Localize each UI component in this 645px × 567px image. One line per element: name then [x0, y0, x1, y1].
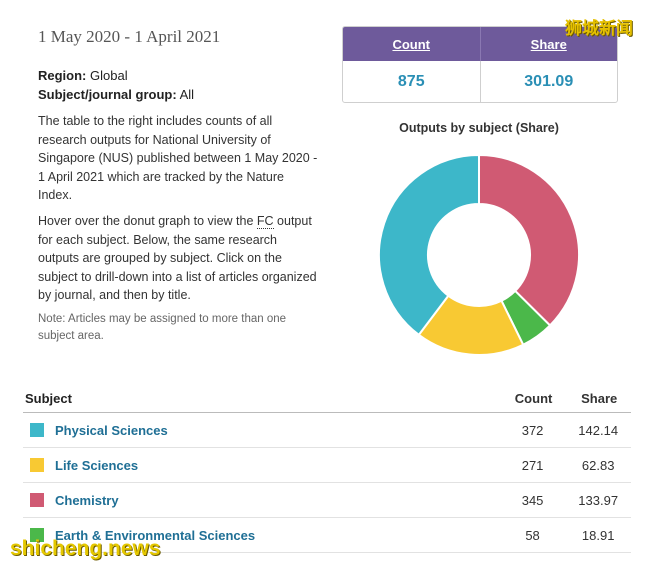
table-row: Physical Sciences 372 142.14: [23, 412, 631, 448]
donut-chart[interactable]: [378, 154, 580, 356]
count-header-link[interactable]: Count: [343, 27, 481, 61]
region-line: Region: Global: [38, 66, 194, 85]
chart-title: Outputs by subject (Share): [399, 121, 559, 135]
group-label: Subject/journal group:: [38, 87, 177, 102]
note-text: Note: Articles may be assigned to more t…: [38, 313, 287, 342]
donut-slice-physical-sciences[interactable]: [378, 154, 480, 337]
subject-color-swatch: [30, 493, 44, 507]
summary-values: 875 301.09: [343, 61, 617, 102]
watermark-top: 狮城新闻: [565, 19, 633, 38]
share-cell: 142.14: [565, 412, 631, 448]
hint-text-before: Hover over the donut graph to view the: [38, 214, 257, 228]
watermark-bottom: shicheng.news: [10, 537, 161, 560]
share-cell: 62.83: [565, 447, 631, 483]
share-column-header: Share: [565, 385, 631, 413]
group-line: Subject/journal group: All: [38, 85, 194, 104]
subject-column-header: Subject: [23, 385, 500, 413]
share-header-link[interactable]: Share: [530, 36, 567, 52]
count-cell: 58: [499, 517, 566, 553]
donut-slice-chemistry[interactable]: [478, 154, 580, 327]
count-cell: 345: [499, 482, 566, 518]
filters-info: Region: Global Subject/journal group: Al…: [38, 66, 194, 104]
subject-link-chemistry[interactable]: Chemistry: [55, 492, 119, 508]
table-header-row: Subject Count Share: [23, 385, 631, 413]
group-value: All: [179, 87, 195, 102]
donut-hint-paragraph: Hover over the donut graph to view the F…: [38, 212, 318, 305]
subject-color-swatch: [30, 423, 44, 437]
subjects-table: Subject Count Share Physical Sciences 37…: [23, 385, 631, 553]
table-row: Chemistry 345 133.97: [23, 482, 631, 518]
total-count-value: 875: [343, 61, 481, 102]
share-cell: 133.97: [565, 482, 631, 518]
total-share-value: 301.09: [524, 72, 574, 90]
summary-header: Count Share: [343, 27, 617, 61]
fc-abbreviation: FC: [256, 214, 274, 229]
count-cell: 271: [499, 447, 566, 483]
summary-table: Count Share 875 301.09: [342, 26, 618, 103]
subject-link-life-sciences[interactable]: Life Sciences: [55, 457, 139, 473]
subject-link-physical-sciences[interactable]: Physical Sciences: [55, 422, 168, 438]
table-row: Life Sciences 271 62.83: [23, 447, 631, 483]
subject-color-swatch: [30, 458, 44, 472]
count-column-header: Count: [499, 385, 566, 413]
count-cell: 372: [499, 412, 566, 448]
region-label: Region:: [38, 68, 87, 83]
date-range: 1 May 2020 - 1 April 2021: [38, 27, 221, 46]
hint-text-after: output for each subject. Below, the same…: [38, 214, 317, 302]
share-cell: 18.91: [565, 517, 631, 553]
region-value: Global: [90, 68, 128, 83]
table-row: Earth & Environmental Sciences 58 18.91: [23, 517, 631, 553]
subject-link-earth-environmental-sciences[interactable]: Earth & Environmental Sciences: [55, 527, 256, 543]
description-paragraph: The table to the right includes counts o…: [38, 114, 318, 202]
subject-color-swatch: [30, 528, 44, 542]
